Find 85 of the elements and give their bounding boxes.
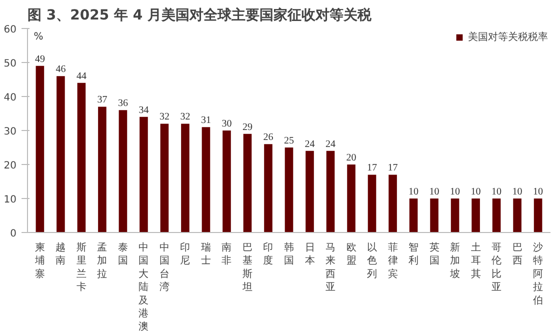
data-label: 29 — [242, 122, 252, 133]
data-label: 26 — [263, 132, 274, 144]
legend-label: 美国对等关税税率 — [468, 30, 548, 44]
x-tick-label: 斯里兰卡 — [76, 242, 86, 294]
bar — [347, 164, 356, 232]
data-label: 10 — [470, 186, 481, 198]
x-tick-label: 韩国 — [284, 242, 294, 267]
bar — [181, 124, 190, 232]
chart-title: 图 3、2025 年 4 月美国对全球主要国家征收对等关税 — [28, 6, 372, 24]
bar — [98, 106, 106, 232]
bar — [160, 124, 169, 232]
x-tick-label: 哥伦比亚 — [492, 242, 502, 294]
data-label: 37 — [97, 94, 108, 106]
bar — [306, 150, 314, 232]
bar — [222, 130, 231, 232]
bar — [140, 116, 148, 232]
data-label: 24 — [326, 138, 336, 150]
data-label: 10 — [450, 186, 460, 198]
x-tick-label: 泰国 — [118, 242, 128, 267]
bar — [326, 150, 335, 232]
y-tick-label: 50 — [4, 58, 17, 70]
x-tick-label: 印尼 — [180, 242, 190, 267]
data-label: 32 — [180, 112, 190, 123]
bar — [264, 144, 272, 232]
bar — [77, 82, 86, 232]
bar — [388, 174, 397, 232]
bar — [492, 198, 501, 232]
data-label: 17 — [388, 162, 398, 174]
data-label: 32 — [159, 112, 170, 123]
y-tick-label: 0 — [10, 228, 17, 240]
data-label: 34 — [138, 104, 149, 116]
data-label: 31 — [200, 115, 211, 126]
bar — [202, 127, 210, 232]
x-tick-label: 越南 — [56, 242, 66, 267]
x-tick-label: 欧盟 — [346, 242, 356, 267]
x-tick-label: 智利 — [408, 242, 419, 267]
data-label: 25 — [284, 136, 294, 146]
y-tick-label: 20 — [4, 160, 17, 172]
data-label: 10 — [512, 186, 522, 198]
data-label: 17 — [367, 162, 378, 174]
data-label: 30 — [222, 118, 232, 130]
x-tick-label: 巴基斯坦 — [241, 242, 252, 294]
bar — [513, 198, 522, 232]
x-tick-label: 巴西 — [512, 242, 522, 267]
bar — [430, 198, 438, 232]
x-tick-label: 印度 — [263, 242, 274, 267]
data-label: 10 — [492, 186, 502, 198]
bar — [472, 198, 480, 232]
x-tick-label: 中国台湾 — [159, 242, 170, 294]
data-label: 20 — [346, 152, 356, 164]
x-tick-label: 马来西亚 — [326, 242, 336, 294]
x-tick-label: 沙特阿拉伯 — [533, 242, 544, 306]
x-tick-label: 以色列 — [367, 242, 378, 280]
y-tick-label: 10 — [4, 194, 17, 206]
y-tick-label: 60 — [4, 24, 17, 36]
y-tick-label: 40 — [4, 92, 17, 104]
data-label: 46 — [56, 64, 66, 76]
x-tick-label: 中国大陆及港澳 — [138, 242, 149, 333]
x-tick-label: 孟加拉 — [97, 242, 108, 280]
data-label: 10 — [429, 186, 440, 198]
bar — [534, 198, 542, 232]
data-label: 44 — [76, 70, 86, 82]
bar — [284, 148, 294, 232]
bar — [409, 198, 418, 232]
x-tick-label: 瑞士 — [200, 242, 211, 267]
x-tick-label: 新加坡 — [449, 242, 460, 280]
bar — [243, 134, 252, 232]
x-tick-label: 菲律宾 — [388, 242, 398, 280]
bar — [368, 174, 376, 232]
x-tick-label: 南非 — [222, 242, 232, 267]
x-tick-label: 土耳其 — [470, 242, 481, 280]
bar — [450, 198, 460, 232]
x-tick-label: 英国 — [429, 242, 440, 267]
bar — [118, 110, 128, 232]
data-label: 10 — [408, 186, 419, 198]
y-axis-title: % — [34, 32, 44, 42]
data-label: 10 — [533, 186, 544, 198]
y-tick-label: 30 — [4, 126, 17, 138]
bar — [36, 66, 44, 232]
data-label: 24 — [304, 138, 315, 150]
x-tick-label: 日本 — [304, 242, 315, 267]
bar — [56, 76, 65, 232]
data-label: 36 — [118, 98, 128, 110]
x-tick-label: 柬埔寨 — [34, 242, 45, 280]
data-label: 49 — [34, 54, 45, 65]
